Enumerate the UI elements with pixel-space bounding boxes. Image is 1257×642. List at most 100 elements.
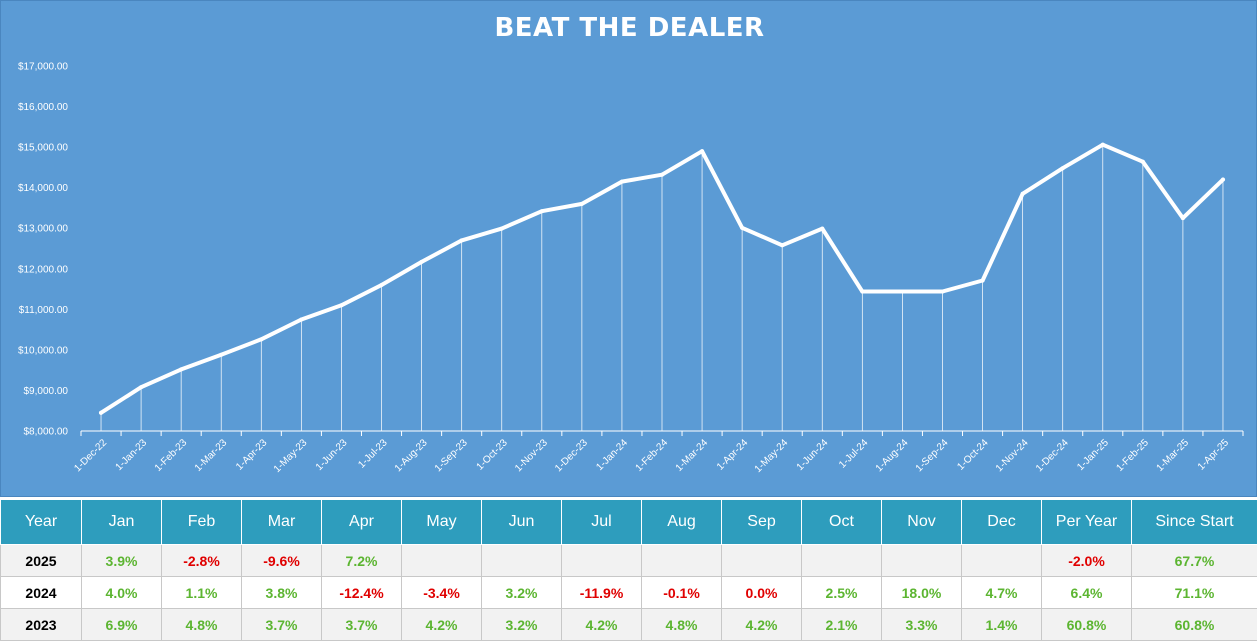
return-cell: 2.5%: [801, 576, 882, 609]
x-tick-label: 1-Sep-24: [914, 437, 951, 474]
return-cell: 0.0%: [721, 576, 802, 609]
return-cell: 3.7%: [241, 608, 322, 641]
data-point: [499, 226, 504, 231]
data-point: [619, 179, 624, 184]
data-point: [980, 278, 985, 283]
return-cell: [961, 544, 1042, 577]
return-cell: 71.1%: [1131, 576, 1257, 609]
data-point: [820, 226, 825, 231]
data-point: [1100, 142, 1105, 147]
table-row: 2024 4.0% 1.1% 3.8% -12.4% -3.4% 3.2% -11.9% -0.…: [0, 576, 1257, 609]
return-cell: [561, 544, 642, 577]
return-cell: 6.4%: [1041, 576, 1132, 609]
column-header: Sep: [721, 499, 802, 545]
data-point: [139, 385, 144, 390]
return-cell: 4.2%: [721, 608, 802, 641]
return-cell: 6.9%: [81, 608, 162, 641]
data-point: [660, 172, 664, 177]
return-cell: 3.7%: [321, 608, 402, 641]
return-cell: 4.2%: [561, 608, 642, 641]
x-tick-label: 1-Jan-24: [594, 437, 630, 473]
x-tick-label: 1-Oct-24: [955, 437, 991, 473]
year-cell: 2025: [0, 544, 82, 577]
x-tick-label: 1-Jan-25: [1075, 437, 1111, 473]
x-tick-label: 1-Oct-23: [475, 437, 511, 473]
x-tick-label: 1-May-24: [753, 437, 791, 475]
return-cell: 60.8%: [1041, 608, 1132, 641]
data-point: [1180, 216, 1185, 221]
return-cell: 1.1%: [161, 576, 242, 609]
return-cell: 3.9%: [81, 544, 162, 577]
return-cell: -2.0%: [1041, 544, 1132, 577]
x-tick-label: 1-Dec-24: [1034, 437, 1071, 474]
return-cell: 3.3%: [881, 608, 962, 641]
y-tick-label: $11,000.00: [19, 305, 69, 316]
column-header: May: [401, 499, 482, 545]
x-tick-label: 1-May-23: [272, 437, 310, 475]
x-tick-label: 1-Apr-25: [1196, 437, 1232, 473]
return-cell: 3.8%: [241, 576, 322, 609]
x-tick-label: 1-Feb-23: [153, 437, 190, 474]
return-cell: 4.7%: [961, 576, 1042, 609]
return-cell: 3.2%: [481, 608, 562, 641]
line-chart: $8,000.00 $9,000.00 $10,000.00 $11,000.00 $1…: [18, 62, 1244, 475]
column-header: Oct: [801, 499, 882, 545]
x-tick-label: 1-Mar-24: [674, 437, 711, 474]
data-point: [740, 225, 745, 230]
x-tick-label: 1-Mar-23: [193, 437, 230, 474]
y-tick-label: $8,000.00: [24, 427, 69, 438]
x-tick-label: 1-Mar-25: [1155, 437, 1192, 474]
data-point: [339, 303, 344, 308]
y-tick-label: $17,000.00: [18, 62, 68, 73]
return-cell: [721, 544, 802, 577]
x-tick-label: 1-Sep-23: [433, 437, 470, 474]
return-cell: 2.1%: [801, 608, 882, 641]
x-tick-label: 1-Feb-24: [634, 437, 671, 474]
column-header: Year: [0, 499, 82, 545]
return-cell: [881, 544, 962, 577]
return-cell: [401, 544, 482, 577]
column-header: Mar: [241, 499, 322, 545]
y-tick-label: $15,000.00: [18, 143, 68, 154]
data-point: [940, 289, 945, 294]
column-header: Jun: [481, 499, 562, 545]
y-tick-label: $10,000.00: [18, 345, 68, 356]
y-tick-label: $16,000.00: [18, 102, 68, 113]
return-cell: [801, 544, 882, 577]
x-tick-label: 1-Aug-24: [874, 437, 911, 474]
x-tick-label: 1-Nov-23: [513, 437, 550, 474]
y-tick-label: $12,000.00: [18, 264, 68, 275]
year-cell: 2024: [0, 576, 82, 609]
column-header: Aug: [641, 499, 722, 545]
column-header: Feb: [161, 499, 242, 545]
column-header: Apr: [321, 499, 402, 545]
data-point: [259, 337, 264, 342]
chart-title: BEAT THE DEALER: [494, 13, 765, 43]
data-point: [99, 410, 104, 415]
data-point: [780, 243, 785, 248]
column-header: Jul: [561, 499, 642, 545]
x-tick-label: 1-Apr-23: [234, 437, 270, 473]
return-cell: -12.4%: [321, 576, 402, 609]
x-tick-label: 1-Aug-23: [393, 437, 430, 474]
x-tick-label: 1-Apr-24: [715, 437, 751, 473]
x-tick-label: 1-Dec-23: [553, 437, 590, 474]
data-point: [900, 289, 905, 294]
return-cell: -2.8%: [161, 544, 242, 577]
data-point: [700, 149, 705, 154]
return-cell: 67.7%: [1131, 544, 1257, 577]
data-point: [539, 209, 544, 214]
return-cell: -3.4%: [401, 576, 482, 609]
return-cell: 3.2%: [481, 576, 562, 609]
year-cell: 2023: [0, 608, 82, 641]
return-cell: 4.8%: [161, 608, 242, 641]
y-tick-label: $13,000.00: [18, 224, 68, 235]
x-tick-label: 1-Jun-23: [314, 437, 350, 473]
return-cell: 4.0%: [81, 576, 162, 609]
return-cell: 1.4%: [961, 608, 1042, 641]
column-header: Nov: [881, 499, 962, 545]
return-cell: -11.9%: [561, 576, 642, 609]
return-cell: 4.8%: [641, 608, 722, 641]
column-header: Since Start: [1131, 499, 1257, 545]
data-point: [219, 352, 224, 357]
